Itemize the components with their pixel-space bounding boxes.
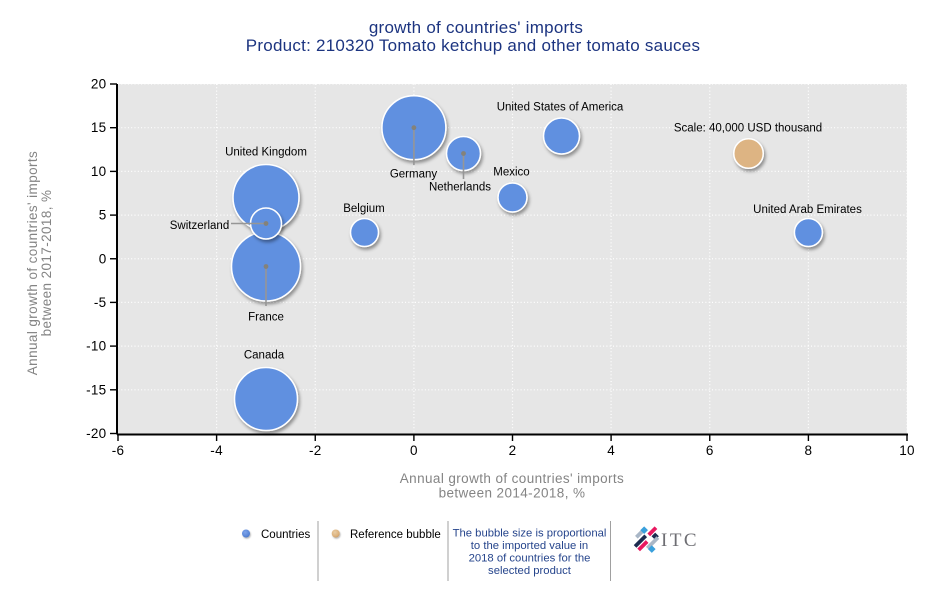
svg-text:2018 of countries for the: 2018 of countries for the xyxy=(469,553,591,565)
svg-text:United Arab Emirates: United Arab Emirates xyxy=(753,204,862,216)
svg-text:8: 8 xyxy=(804,443,812,458)
svg-text:Mexico: Mexico xyxy=(493,167,529,179)
svg-text:United States of America: United States of America xyxy=(497,102,624,114)
svg-text:-2: -2 xyxy=(309,443,322,458)
svg-text:selected product: selected product xyxy=(488,565,572,577)
svg-text:Switzerland: Switzerland xyxy=(170,220,229,232)
svg-text:Product: 210320 Tomato ketchup: Product: 210320 Tomato ketchup and other… xyxy=(246,36,701,55)
svg-text:-10: -10 xyxy=(86,339,106,354)
svg-text:Scale: 40,000 USD thousand: Scale: 40,000 USD thousand xyxy=(674,123,822,135)
svg-text:4: 4 xyxy=(607,443,615,458)
svg-text:ITC: ITC xyxy=(661,530,699,551)
svg-text:20: 20 xyxy=(91,77,107,92)
svg-text:10: 10 xyxy=(899,443,915,458)
svg-text:Annual growth of countries' im: Annual growth of countries' imports xyxy=(25,151,40,375)
svg-text:Countries: Countries xyxy=(261,529,310,541)
svg-text:between 2014-2018, %: between 2014-2018, % xyxy=(439,486,586,501)
svg-text:-4: -4 xyxy=(210,443,223,458)
svg-text:Canada: Canada xyxy=(244,350,285,362)
svg-text:6: 6 xyxy=(706,443,714,458)
svg-text:Netherlands: Netherlands xyxy=(429,182,491,194)
svg-text:The bubble size is proportiona: The bubble size is proportional xyxy=(453,528,607,540)
svg-text:Reference bubble: Reference bubble xyxy=(350,529,441,541)
svg-text:0: 0 xyxy=(99,251,107,266)
svg-text:growth of countries' imports: growth of countries' imports xyxy=(369,18,583,37)
svg-text:-5: -5 xyxy=(94,295,107,310)
svg-text:Annual growth of countries' im: Annual growth of countries' imports xyxy=(400,471,624,486)
svg-text:5: 5 xyxy=(99,208,107,223)
svg-text:10: 10 xyxy=(91,164,107,179)
svg-text:-15: -15 xyxy=(86,382,106,397)
svg-text:France: France xyxy=(248,312,284,324)
svg-text:-6: -6 xyxy=(112,443,125,458)
svg-text:15: 15 xyxy=(91,120,107,135)
svg-text:United Kingdom: United Kingdom xyxy=(225,147,307,159)
svg-text:Germany: Germany xyxy=(390,169,438,181)
svg-text:between 2017-2018, %: between 2017-2018, % xyxy=(39,190,54,337)
svg-text:-20: -20 xyxy=(86,426,106,441)
svg-text:0: 0 xyxy=(410,443,418,458)
svg-text:to the imported value in: to the imported value in xyxy=(471,540,588,552)
svg-text:Belgium: Belgium xyxy=(343,203,385,215)
svg-text:2: 2 xyxy=(509,443,517,458)
